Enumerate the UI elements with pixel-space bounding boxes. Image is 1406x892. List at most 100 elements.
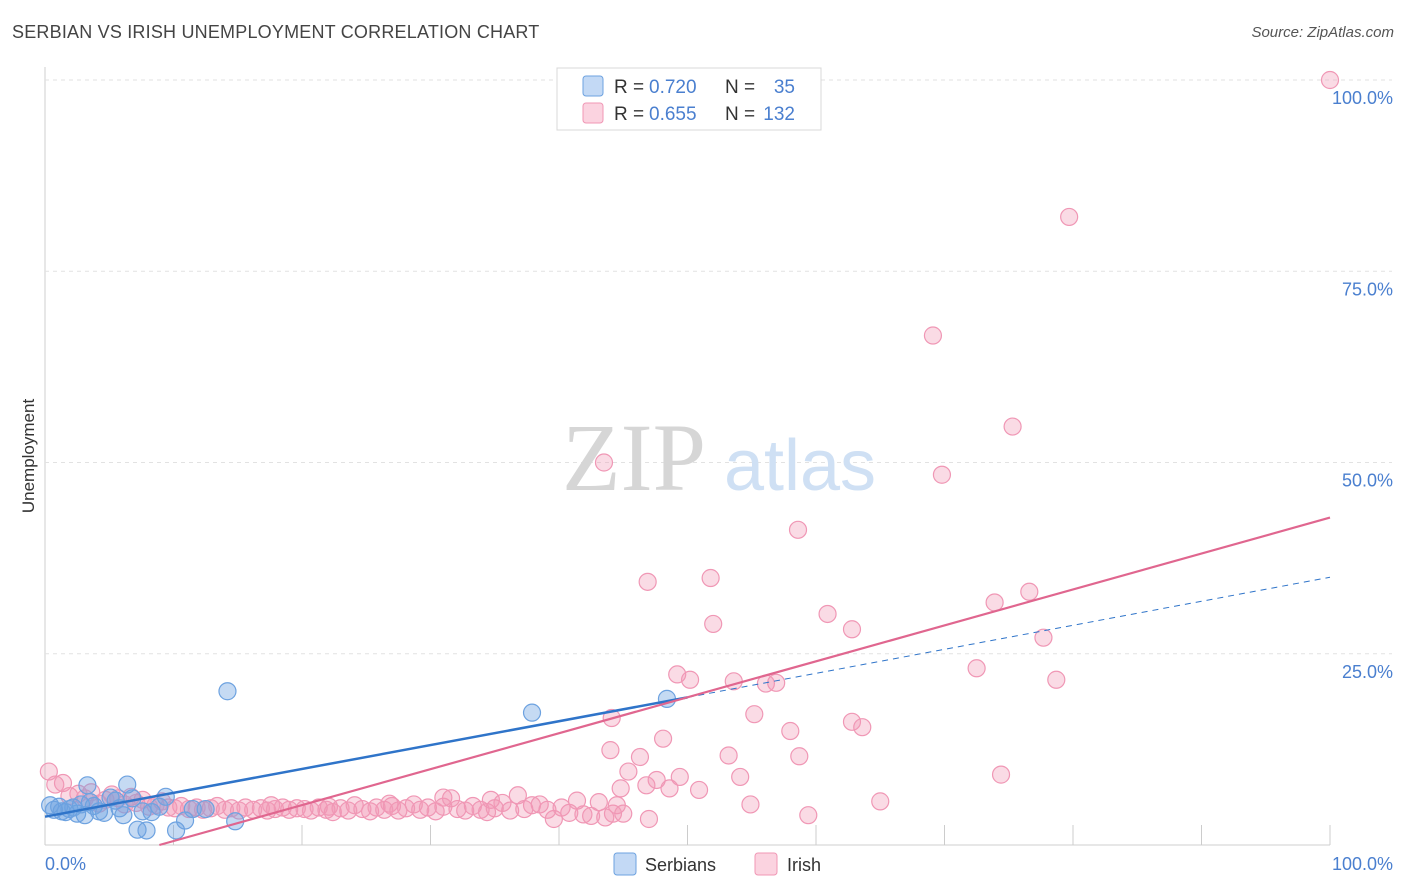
irish-point	[611, 779, 630, 798]
irish-point	[574, 805, 593, 824]
irish-point	[741, 795, 760, 814]
y-tick-label: 25.0%	[1342, 662, 1393, 682]
irish-point	[799, 806, 818, 825]
legend-label-irish: Irish	[787, 855, 821, 875]
irish-point	[660, 779, 679, 798]
y-tick-label: 75.0%	[1342, 279, 1393, 299]
irish-point	[985, 593, 1004, 612]
irish-point	[704, 614, 723, 634]
irish-point	[689, 780, 709, 800]
x-tick-label: 0.0%	[45, 854, 86, 874]
irish-point	[724, 672, 743, 691]
irish-point	[434, 788, 453, 807]
irish-point	[614, 804, 633, 823]
irish-point	[790, 747, 809, 766]
irish-point	[781, 721, 800, 741]
irish-point	[653, 729, 673, 748]
legend-swatch-serbians-bottom	[613, 852, 637, 876]
irish-point	[701, 568, 720, 588]
irish-point	[1320, 70, 1340, 90]
legend-swatch-irish	[582, 102, 604, 124]
irish-trendline	[159, 516, 1331, 847]
legend-n-label: N =	[725, 77, 755, 98]
serbians-point	[78, 776, 97, 795]
serbians-point	[166, 821, 186, 840]
watermark-atlas: atlas	[724, 426, 876, 506]
x-tick-label: 100.0%	[1332, 854, 1393, 874]
irish-point	[788, 520, 808, 539]
irish-point	[991, 765, 1011, 784]
irish-point	[680, 670, 700, 689]
trendlines	[44, 516, 1331, 847]
watermark: ZIP atlas	[562, 404, 876, 511]
irish-point	[582, 806, 601, 826]
irish-point	[842, 620, 862, 639]
irish-point	[601, 741, 620, 760]
tick-labels: 25.0% 50.0% 75.0% 100.0% 0.0% 100.0%	[45, 88, 1393, 874]
y-tick-label: 100.0%	[1332, 88, 1393, 108]
serbians-trendline-extension	[687, 576, 1331, 698]
serbians-point	[196, 799, 215, 819]
irish-point	[967, 659, 986, 678]
chart-title: SERBIAN VS IRISH UNEMPLOYMENT CORRELATIO…	[12, 22, 540, 42]
legend-r-value: 0.720	[649, 77, 697, 98]
irish-point	[670, 767, 689, 787]
irish-point	[842, 712, 862, 731]
serbians-point	[118, 775, 137, 794]
legend-label-serbians: Serbians	[645, 855, 716, 875]
irish-point	[639, 809, 659, 829]
irish-point	[1060, 207, 1079, 227]
serbians-point	[183, 799, 202, 819]
irish-point	[731, 767, 750, 787]
irish-point	[46, 775, 65, 794]
legend-n-value: 35	[774, 77, 795, 98]
irish-point	[1047, 670, 1066, 689]
irish-point	[603, 804, 623, 823]
legend-top: R = 0.720 N = 35 R = 0.655 N = 132	[556, 67, 822, 131]
irish-point	[481, 790, 500, 809]
irish-point	[1003, 417, 1022, 436]
legend-n-label: N =	[725, 104, 755, 125]
serbians-trendline	[44, 696, 688, 818]
irish-point	[853, 718, 872, 737]
irish-point	[871, 792, 890, 811]
legend-swatch-serbians	[582, 75, 604, 97]
irish-point	[215, 800, 234, 819]
irish-point	[501, 801, 520, 820]
irish-point	[638, 572, 657, 591]
irish-point	[745, 705, 764, 724]
y-tick-label: 50.0%	[1342, 471, 1393, 491]
legend-bottom: Serbians Irish	[613, 852, 821, 876]
irish-point	[538, 800, 557, 819]
irish-point	[441, 789, 461, 808]
source-label: Source: ZipAtlas.com	[1251, 24, 1394, 41]
legend-n-value: 132	[763, 104, 795, 125]
serbians-point	[150, 797, 169, 816]
irish-point	[594, 453, 614, 472]
serbians-point	[114, 806, 133, 825]
serbians-point	[522, 703, 542, 722]
irish-point	[767, 673, 786, 692]
irish-point	[589, 793, 608, 812]
irish-point	[1034, 628, 1053, 647]
y-axis-label: Unemployment	[19, 399, 38, 514]
grid	[44, 67, 1392, 846]
irish-point	[818, 604, 837, 624]
legend-r-label: R =	[614, 77, 644, 98]
watermark-zip: ZIP	[562, 404, 706, 511]
irish-point	[382, 796, 402, 816]
irish-point	[719, 746, 738, 765]
irish-point	[448, 799, 467, 819]
irish-point	[319, 797, 339, 816]
irish-point	[630, 747, 650, 767]
irish-point	[637, 776, 656, 795]
serbians-point	[137, 821, 156, 840]
legend-r-label: R =	[614, 104, 644, 125]
legend-swatch-irish-bottom	[754, 852, 778, 876]
irish-point	[619, 762, 638, 781]
irish-point	[380, 794, 399, 813]
irish-point	[1020, 582, 1039, 601]
serbians-point	[218, 682, 237, 701]
legend-r-value: 0.655	[649, 104, 697, 125]
